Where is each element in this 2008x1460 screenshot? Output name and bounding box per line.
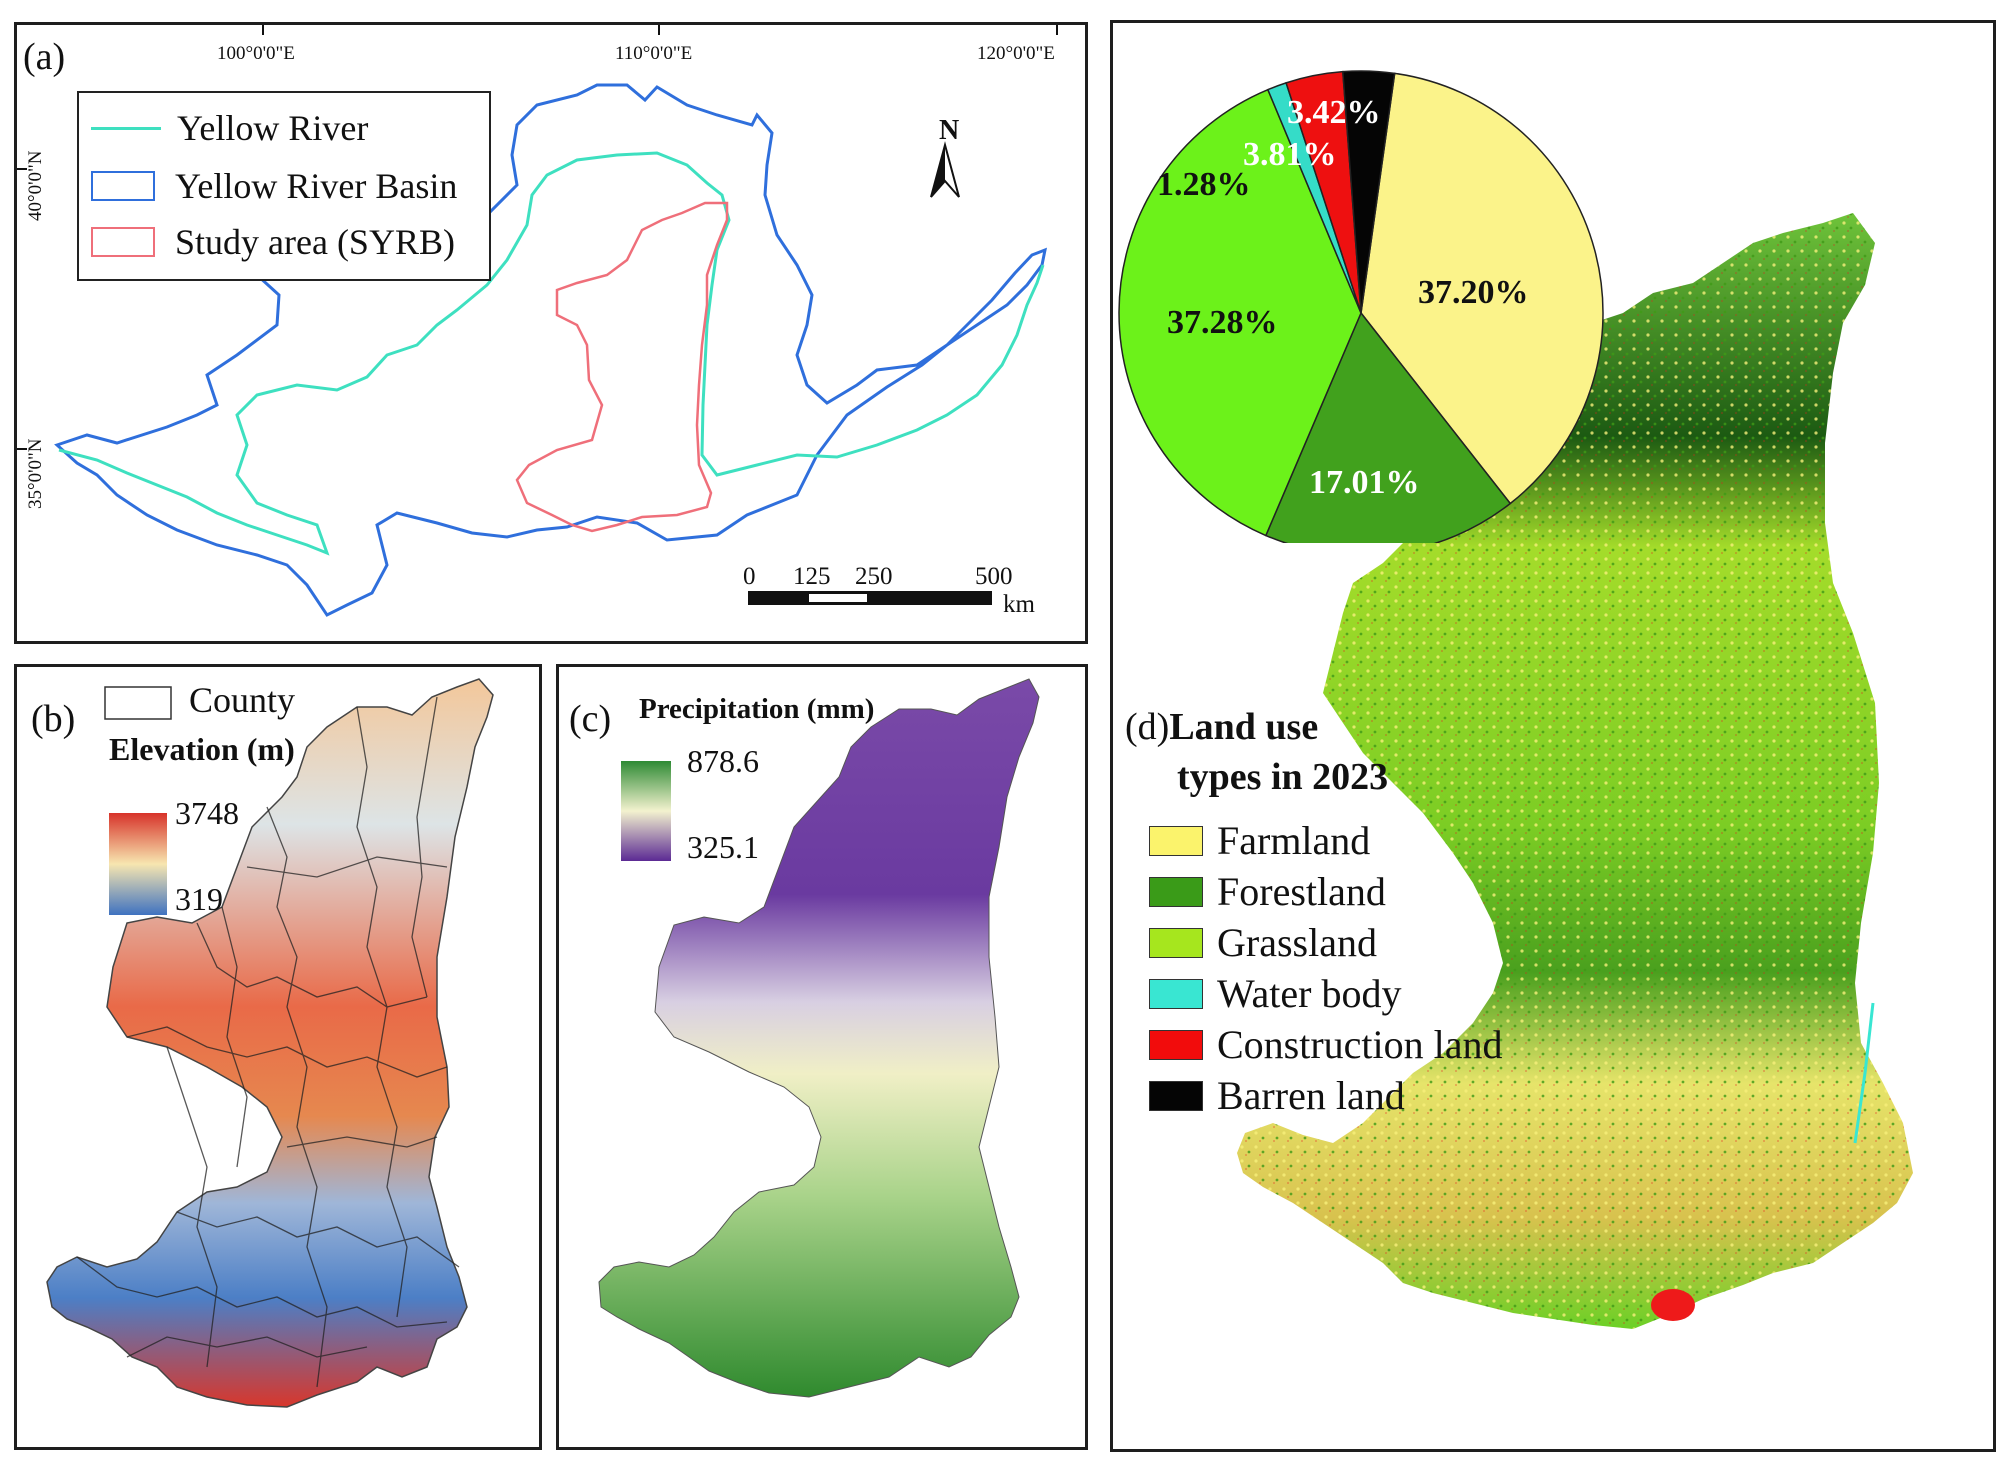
land-use-map	[1237, 213, 1913, 1329]
scale-tick-0: 0	[743, 563, 756, 590]
panel-a-legend: Yellow River Yellow River Basin Study ar…	[77, 91, 491, 281]
scale-tick-500: 500	[975, 563, 1013, 590]
lat-tick-35: 35°0'0"N	[25, 438, 46, 510]
legend-water-body: Water body	[1149, 970, 1402, 1017]
legend-swatch	[1149, 927, 1203, 958]
river-water	[1853, 1002, 1875, 1144]
county-legend-swatch	[104, 686, 172, 720]
panel-a-location-map: (a) 100°0'0"E 110°0'0"E 120°0'0"E 40°0'0…	[14, 22, 1088, 644]
legend-box-swatch	[91, 171, 155, 201]
panel-c-label: (c)	[569, 698, 612, 740]
study-area-boundary	[515, 201, 729, 533]
precipitation-legend-title: Precipitation (mm)	[639, 693, 875, 725]
elevation-color-ramp	[109, 813, 167, 915]
legend-swatch	[1149, 876, 1203, 907]
lon-tick-120: 120°0'0"E	[977, 43, 1055, 64]
legend-yellow-river-basin: Yellow River Basin	[91, 165, 457, 207]
legend-line-swatch	[91, 126, 161, 130]
land-use-title-line1: Land use	[1169, 706, 1319, 748]
legend-yellow-river: Yellow River	[91, 107, 368, 149]
legend-label: Water body	[1217, 971, 1402, 1016]
county-boundaries	[76, 696, 460, 1388]
elevation-min: 319	[175, 881, 223, 917]
scale-tick-250: 250	[855, 563, 893, 590]
lon-tick-100: 100°0'0"E	[217, 43, 295, 64]
north-label: N	[939, 115, 960, 146]
scale-unit: km	[1003, 591, 1035, 618]
legend-label: Yellow River	[177, 108, 369, 148]
urban-area	[1651, 1289, 1695, 1321]
scale-tick-125: 125	[793, 563, 831, 590]
legend-swatch	[1149, 978, 1203, 1009]
land-use-texture	[1237, 213, 1913, 1329]
precipitation-min: 325.1	[687, 829, 759, 865]
panel-d-land-use-map: 37.20% 17.01% 37.28% 1.28% 3.81% 3.42% (d)Lan…	[1110, 20, 1996, 1452]
legend-label: Study area (SYRB)	[175, 222, 455, 262]
panel-a-label: (a)	[23, 36, 66, 78]
pie-slice-grassland	[1118, 88, 1362, 537]
pie-label-construction-land: 3.81%	[1243, 136, 1337, 173]
precipitation-raster	[598, 678, 1040, 1398]
lat-tick-40: 40°0'0"N	[25, 150, 46, 222]
legend-study-area: Study area (SYRB)	[91, 221, 455, 263]
pie-label-grassland: 37.28%	[1167, 304, 1278, 341]
panel-b-label: (b)	[31, 698, 76, 740]
precipitation-map	[598, 678, 1040, 1398]
panel-b-elevation-map: (b) County Elevation (m) 3748 319	[14, 664, 542, 1450]
yellow-river-line	[58, 151, 1045, 556]
legend-swatch	[1149, 825, 1203, 856]
legend-label: Yellow River Basin	[175, 166, 458, 206]
elevation-map	[46, 678, 494, 1408]
legend-label: Forestland	[1217, 869, 1386, 914]
precipitation-max: 878.6	[687, 743, 759, 779]
legend-label: Barren land	[1217, 1073, 1405, 1118]
elevation-legend-title: Elevation (m)	[109, 731, 295, 767]
elevation-max: 3748	[175, 795, 239, 831]
land-use-pie-chart: 37.20% 17.01% 37.28% 1.28%3.81% 3.42%	[1118, 70, 1604, 543]
legend-swatch	[1149, 1029, 1203, 1060]
panel-c-precipitation-map: (c) Precipitation (mm) 878.6 325.1	[556, 664, 1088, 1450]
legend-forestland: Forestland	[1149, 868, 1386, 915]
legend-swatch	[1149, 1080, 1203, 1111]
legend-grassland: Grassland	[1149, 919, 1377, 966]
lon-tick-110: 110°0'0"E	[615, 43, 693, 64]
land-use-title-line2: types in 2023	[1177, 756, 1389, 798]
pie-label-farmland: 37.20%	[1418, 274, 1529, 311]
legend-farmland: Farmland	[1149, 817, 1370, 864]
pie-slice-barren-land	[1342, 70, 1396, 314]
legend-label: Grassland	[1217, 920, 1377, 965]
elevation-raster	[46, 678, 494, 1408]
panel-d-label-text: (d)	[1125, 706, 1170, 748]
precipitation-color-ramp	[621, 761, 671, 861]
pie-label-water-body: 1.28%	[1157, 166, 1251, 203]
pie-label-forestland: 17.01%	[1309, 464, 1420, 501]
pie-slice-farmland	[1360, 72, 1604, 505]
legend-box-swatch	[91, 227, 155, 257]
legend-label: Farmland	[1217, 818, 1371, 863]
legend-barren-land: Barren land	[1149, 1072, 1405, 1119]
pie-slice-forestland	[1264, 311, 1512, 543]
legend-label: Construction land	[1217, 1022, 1503, 1067]
pie-label-barren-land: 3.42%	[1287, 94, 1381, 131]
scale-bar	[748, 591, 992, 605]
panel-d-label: (d)Land use	[1125, 705, 1318, 749]
legend-construction-land: Construction land	[1149, 1021, 1503, 1068]
county-legend-label: County	[189, 680, 296, 720]
